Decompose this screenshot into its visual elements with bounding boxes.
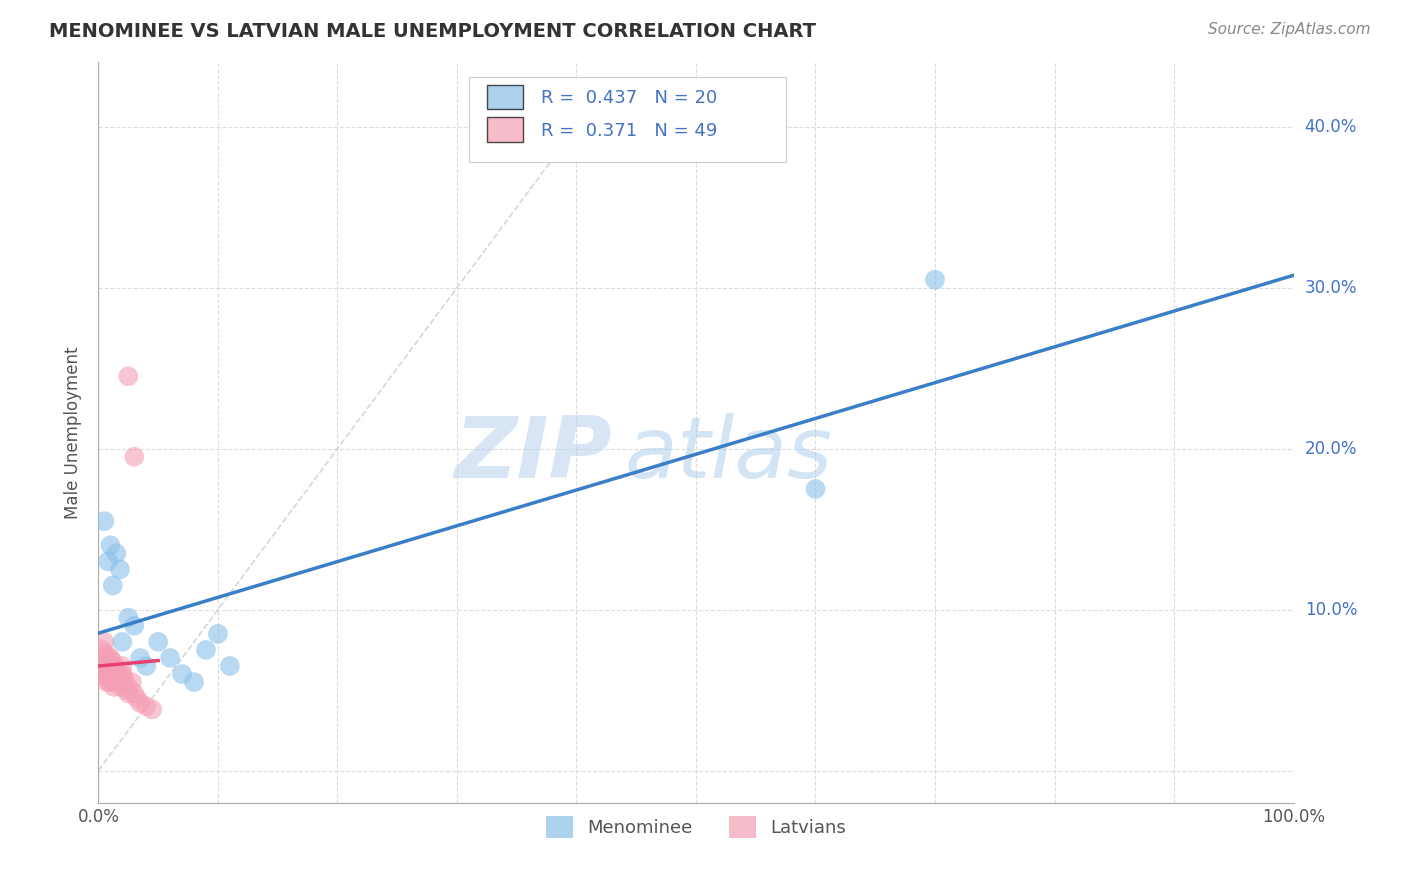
Text: R =  0.437   N = 20: R = 0.437 N = 20 — [541, 89, 717, 107]
Point — [98, 670, 122, 684]
Point — [89, 651, 111, 665]
Point — [124, 686, 146, 700]
Point — [105, 664, 128, 678]
Point — [115, 683, 138, 698]
Y-axis label: Male Unemployment: Male Unemployment — [65, 346, 83, 519]
Legend: Menominee, Latvians: Menominee, Latvians — [538, 809, 853, 846]
Point — [101, 578, 124, 592]
Text: 10.0%: 10.0% — [1305, 600, 1357, 619]
Point — [103, 680, 125, 694]
Text: 30.0%: 30.0% — [1305, 279, 1357, 297]
FancyBboxPatch shape — [470, 78, 786, 162]
Point — [112, 670, 135, 684]
Point — [114, 675, 136, 690]
Text: 40.0%: 40.0% — [1305, 118, 1357, 136]
Point — [98, 651, 122, 665]
Point — [924, 273, 946, 287]
FancyBboxPatch shape — [486, 85, 523, 109]
Point — [804, 482, 827, 496]
Point — [135, 699, 157, 714]
Point — [107, 667, 129, 681]
Point — [105, 670, 128, 684]
Point — [98, 675, 121, 690]
Point — [98, 664, 121, 678]
Point — [111, 635, 134, 649]
Point — [100, 664, 122, 678]
Point — [148, 635, 170, 649]
Point — [103, 670, 125, 684]
Point — [97, 667, 120, 681]
Point — [108, 670, 131, 684]
Text: atlas: atlas — [624, 413, 832, 496]
Point — [110, 680, 132, 694]
Text: R =  0.371   N = 49: R = 0.371 N = 49 — [541, 121, 717, 139]
Point — [104, 659, 127, 673]
Point — [124, 450, 146, 464]
FancyBboxPatch shape — [486, 117, 523, 142]
Point — [108, 562, 131, 576]
Point — [207, 627, 229, 641]
Point — [105, 546, 128, 560]
Point — [98, 538, 122, 552]
Point — [117, 680, 139, 694]
Point — [91, 648, 114, 662]
Point — [93, 667, 115, 681]
Point — [96, 675, 118, 690]
Point — [117, 610, 139, 624]
Point — [94, 670, 117, 684]
Point — [121, 675, 143, 690]
Point — [100, 675, 122, 690]
Point — [93, 514, 115, 528]
Point — [91, 654, 114, 668]
Point — [125, 691, 148, 706]
Point — [97, 554, 120, 568]
Text: Source: ZipAtlas.com: Source: ZipAtlas.com — [1208, 22, 1371, 37]
Text: 20.0%: 20.0% — [1305, 440, 1357, 458]
Point — [91, 643, 114, 657]
Text: MENOMINEE VS LATVIAN MALE UNEMPLOYMENT CORRELATION CHART: MENOMINEE VS LATVIAN MALE UNEMPLOYMENT C… — [49, 22, 817, 41]
Point — [111, 659, 134, 673]
Point — [195, 643, 218, 657]
Point — [141, 702, 163, 716]
Point — [101, 654, 124, 668]
Point — [129, 696, 152, 710]
Point — [93, 635, 115, 649]
Point — [96, 659, 118, 673]
Text: ZIP: ZIP — [454, 413, 613, 496]
Point — [107, 675, 129, 690]
Point — [124, 619, 146, 633]
Point — [183, 675, 205, 690]
Point — [97, 654, 120, 668]
Point — [93, 654, 115, 668]
Point — [101, 667, 124, 681]
Point — [96, 648, 118, 662]
Point — [91, 659, 114, 673]
Point — [117, 686, 139, 700]
Point — [94, 664, 117, 678]
Point — [117, 369, 139, 384]
Point — [111, 667, 134, 681]
Point — [129, 651, 152, 665]
Point — [159, 651, 181, 665]
Point — [98, 659, 122, 673]
Point — [135, 659, 157, 673]
Point — [90, 659, 112, 673]
Point — [219, 659, 242, 673]
Point — [172, 667, 194, 681]
